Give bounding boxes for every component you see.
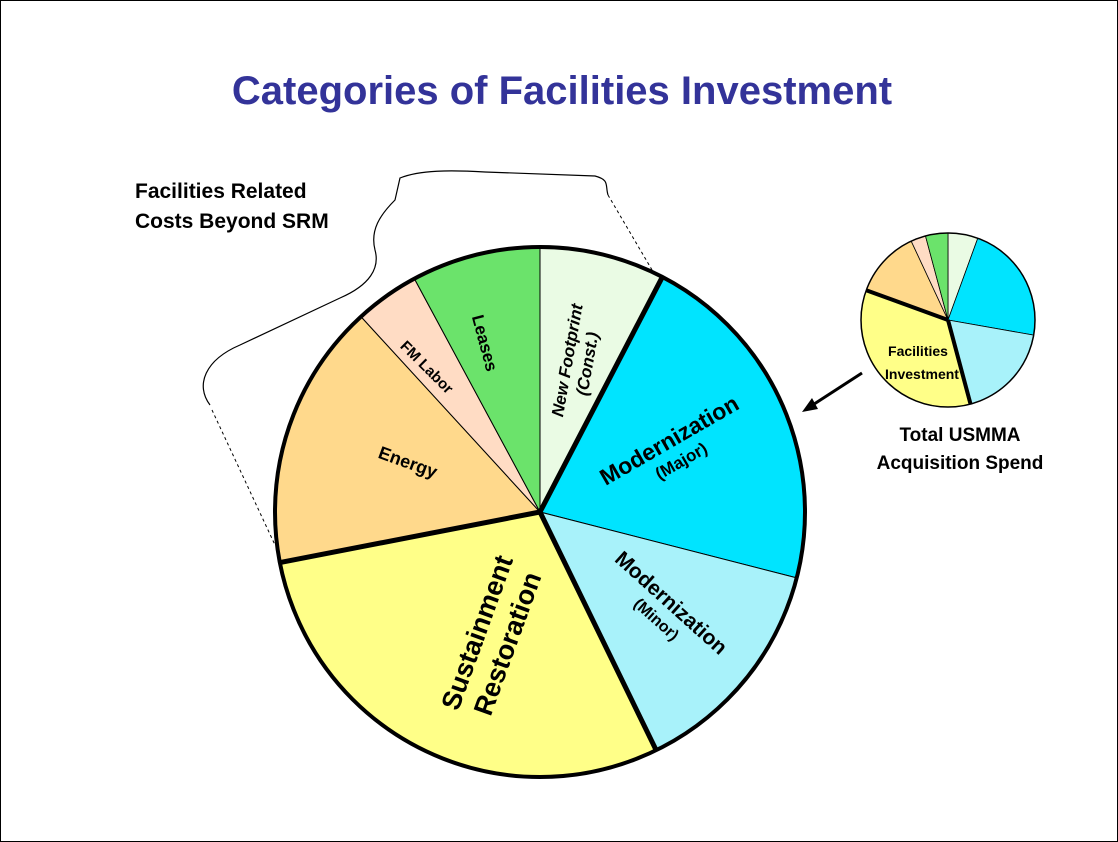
divider: [537, 510, 659, 752]
divider: [537, 275, 665, 514]
arrow: [807, 371, 863, 410]
inset-divider: [865, 288, 949, 322]
inset-outline: [860, 232, 1036, 408]
inset-label: Investment: [885, 366, 959, 382]
inset-label: Facilities: [888, 343, 948, 359]
pie-outline: [273, 245, 807, 779]
bracket-guide: [211, 409, 276, 546]
inset-pie: Facilities Investment: [860, 232, 1036, 408]
inset-caption: Acquisition Spend: [877, 453, 1044, 474]
inset-caption: Total USMMA: [899, 425, 1020, 446]
bracket-label: Costs Beyond SRM: [135, 210, 329, 233]
arrow-head: [802, 398, 818, 412]
inset-divider: [946, 319, 973, 405]
divider: [279, 509, 541, 566]
bracket: [202, 170, 609, 406]
slide-title: Categories of Facilities Investment: [232, 69, 892, 113]
pie: New Footprint(Const.)Modernization(Major…: [273, 245, 807, 779]
bracket-label: Facilities Related: [135, 180, 307, 203]
